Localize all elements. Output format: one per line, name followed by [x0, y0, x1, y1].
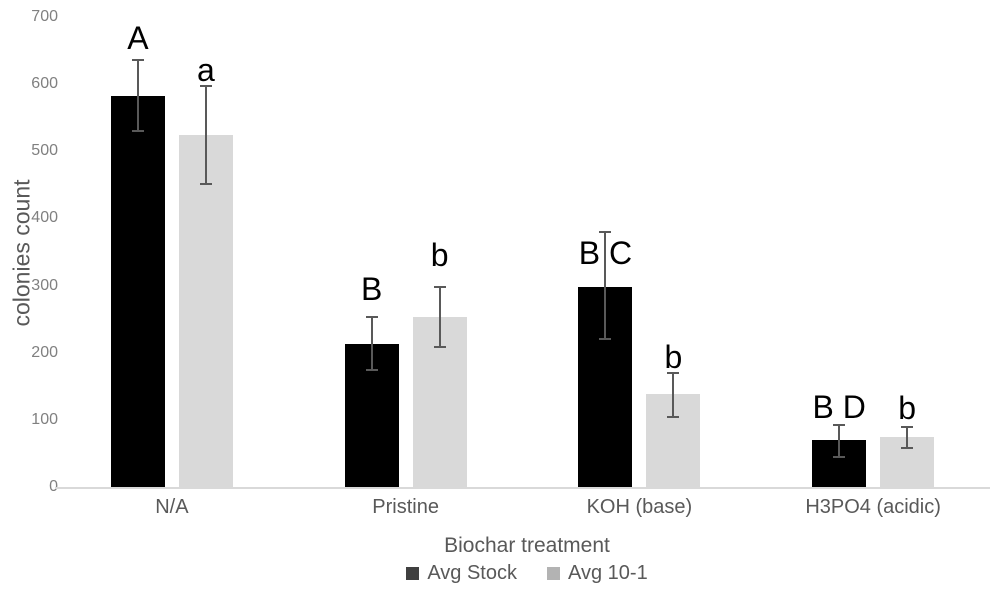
y-tick-label: 0 [49, 478, 58, 495]
error-bar [604, 231, 607, 340]
y-axis-title: colonies count [8, 179, 35, 327]
y-tick-label: 700 [31, 8, 58, 25]
x-category-label: KOH (base) [586, 496, 693, 518]
bar-10-1 [178, 135, 233, 487]
significance-letter: B C [578, 235, 633, 272]
error-bar-cap [599, 230, 612, 233]
error-bar [370, 317, 373, 370]
x-category-label: Pristine [372, 496, 439, 518]
significance-letter: b [430, 237, 449, 274]
y-tick-label: 100 [31, 410, 58, 428]
error-bar-cap [365, 316, 378, 319]
error-bar-cap [667, 415, 680, 418]
y-tick-label: 300 [31, 276, 58, 294]
legend-label: Avg Stock [427, 562, 517, 584]
y-tick-label: 400 [31, 209, 58, 227]
legend: Avg Stock Avg 10-1 [64, 562, 990, 585]
error-bar [672, 372, 675, 417]
error-bar [438, 286, 441, 348]
significance-letter: A [127, 19, 149, 56]
error-bar-cap [433, 346, 446, 349]
error-bar [136, 59, 139, 132]
error-bar-cap [833, 423, 846, 426]
x-category-label: N/A [155, 496, 189, 518]
significance-letter: B D [812, 389, 866, 426]
legend-marker-icon [406, 567, 420, 580]
error-bar-cap [199, 85, 212, 88]
legend-marker-icon [547, 567, 560, 580]
y-tick-label: 500 [31, 142, 58, 160]
error-bar [838, 424, 841, 457]
bar-stock [110, 95, 165, 487]
x-category-label: H3PO4 (acidic) [805, 496, 941, 518]
error-bar [906, 426, 909, 449]
x-axis-title: Biochar treatment [444, 534, 610, 557]
error-bar-cap [199, 182, 212, 185]
error-bar-cap [599, 338, 612, 341]
error-bar-cap [433, 285, 446, 288]
legend-entry: Avg Stock [406, 562, 517, 585]
error-bar-cap [131, 58, 144, 61]
error-bar-cap [901, 447, 914, 450]
legend-entry: Avg 10-1 [547, 562, 648, 585]
error-bar-cap [667, 371, 680, 374]
significance-letter: b [664, 338, 683, 375]
error-bar-cap [901, 425, 914, 428]
significance-letter: b [898, 389, 917, 426]
error-bar-cap [365, 368, 378, 371]
legend-label: Avg 10-1 [568, 562, 648, 584]
significance-letter: B [360, 270, 383, 307]
error-bar [204, 86, 207, 184]
error-bar-cap [131, 130, 144, 133]
error-bar-cap [833, 455, 846, 458]
y-tick-label: 600 [31, 75, 58, 93]
y-tick-label: 200 [31, 343, 58, 361]
significance-letter: a [196, 52, 215, 89]
